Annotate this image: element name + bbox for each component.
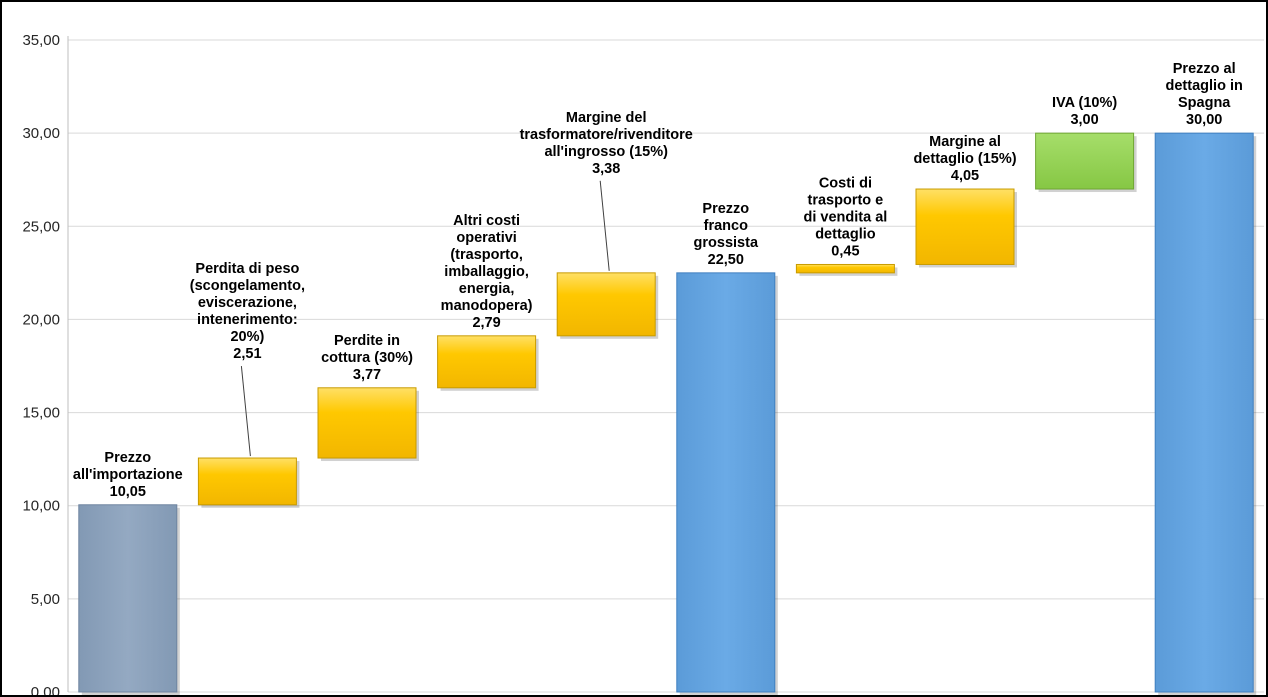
bar-label-line: operativi <box>456 230 516 246</box>
bars <box>78 132 1257 695</box>
bar-tax <box>1035 132 1135 190</box>
bar-value-text: 10,05 <box>110 484 146 500</box>
bar-label-line: Margine del <box>566 110 647 126</box>
bar-increment <box>556 272 656 337</box>
bar-label-line: (scongelamento, <box>190 278 305 294</box>
bar-increment <box>795 263 895 274</box>
bar-value-text: 3,38 <box>592 161 620 177</box>
bar-label-line: cottura (30%) <box>321 350 413 366</box>
y-axis: 0,00 5,00 10,00 15,00 20,00 25,00 30,00 35,00 <box>22 32 69 695</box>
bar-label-line: Spagna <box>1178 95 1231 111</box>
bar-value-text: 4,05 <box>951 168 979 184</box>
bar-data-label: Prezzo all'importazione 10,05 <box>73 450 183 500</box>
bar-data-label: Margine al dettaglio (15%) 4,05 <box>913 134 1016 184</box>
bar-label-line: Perdita di peso <box>195 261 299 277</box>
bar-label-line: all'importazione <box>73 467 183 483</box>
bar-label-line: franco <box>704 218 748 234</box>
bar-value-text: 0,45 <box>831 243 859 259</box>
bar-label-line: Costi di <box>819 175 872 191</box>
bar-value-text: 3,00 <box>1070 112 1098 128</box>
y-tick-label: 0,00 <box>31 684 60 695</box>
bar-label-line: trasporto e <box>808 192 884 208</box>
leader-line <box>599 180 610 271</box>
bar-label-line: Prezzo al <box>1173 61 1236 77</box>
bar-total <box>676 272 776 693</box>
bar-value-text: 3,77 <box>353 367 381 383</box>
bar-label-line: Margine al <box>929 134 1001 150</box>
bar-value-text: 2,51 <box>233 346 261 362</box>
bar-data-label: Perdite in cottura (30%) 3,77 <box>321 333 413 383</box>
bar-label-line: dettaglio (15%) <box>913 151 1016 167</box>
bar-data-label: Perdita di peso (scongelamento, eviscerazi… <box>190 261 305 362</box>
bar-value-text: 2,79 <box>472 315 500 331</box>
bar-label-line: all'ingrosso (15%) <box>544 144 668 160</box>
bar-label-line: grossista <box>694 235 759 251</box>
bar-increment <box>915 188 1015 265</box>
bar-increment <box>317 387 417 459</box>
bar-label-line: di vendita al <box>803 209 887 225</box>
bar-label-line: Perdite in <box>334 333 400 349</box>
y-tick-label: 25,00 <box>22 218 60 235</box>
bar-label-line: Prezzo <box>104 450 151 466</box>
bar-increment <box>437 335 537 389</box>
bar-label-line: intenerimento: <box>197 312 298 328</box>
bar-label-line: dettaglio <box>815 226 876 242</box>
y-tick-label: 20,00 <box>22 311 60 328</box>
y-tick-label: 35,00 <box>22 32 60 49</box>
bar-data-label: Prezzo franco grossista 22,50 <box>694 201 759 268</box>
y-tick-label: 5,00 <box>31 591 60 608</box>
bar-total <box>1154 132 1254 693</box>
bar-label-line: imballaggio, <box>444 264 529 280</box>
y-tick-label: 10,00 <box>22 498 60 515</box>
bar-data-label: Prezzo al dettaglio in Spagna 30,00 <box>1166 61 1243 128</box>
bar-value-text: 22,50 <box>708 252 744 268</box>
bar-label-line: trasformatore/rivenditore <box>520 127 693 143</box>
leader-lines <box>240 180 610 457</box>
y-tick-label: 15,00 <box>22 405 60 422</box>
bar-label-line: (trasporto, <box>450 247 523 263</box>
leader-line <box>240 365 251 457</box>
y-tick-label: 30,00 <box>22 125 60 142</box>
bar-increment <box>197 457 297 506</box>
bar-label-line: manodopera) <box>441 298 533 314</box>
bar-data-label: Costi di trasporto e di vendita al dettagli… <box>803 175 887 259</box>
bar-data-label: IVA (10%) 3,00 <box>1052 95 1117 128</box>
bar-start <box>78 504 178 693</box>
bar-label-line: energia, <box>459 281 515 297</box>
bar-label-line: Altri costi <box>453 213 520 229</box>
bar-data-label: Margine del trasformatore/rivenditore all'… <box>520 110 693 177</box>
bar-label-line: 20%) <box>230 329 264 345</box>
gridlines <box>68 39 1264 693</box>
bar-data-label: Altri costi operativi (trasporto, imballagg… <box>441 213 533 331</box>
bar-label-line: IVA (10%) <box>1052 95 1117 111</box>
bar-label-line: Prezzo <box>702 201 749 217</box>
bar-value-text: 30,00 <box>1186 112 1222 128</box>
bar-label-line: eviscerazione, <box>198 295 297 311</box>
bar-label-line: dettaglio in <box>1166 78 1243 94</box>
